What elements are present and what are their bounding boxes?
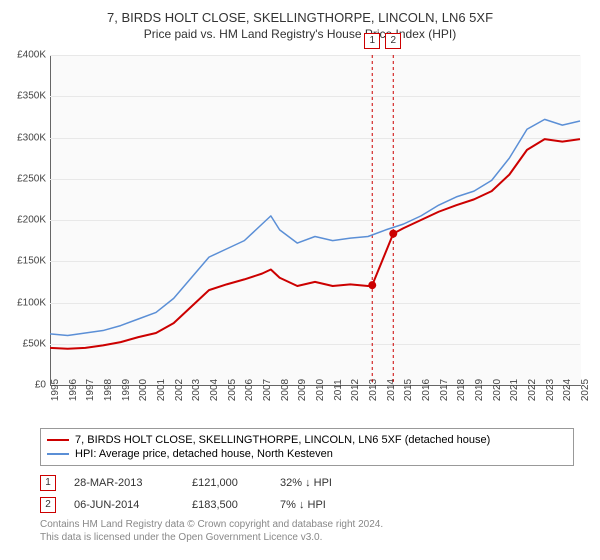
x-tick-label: 2025 xyxy=(580,379,591,401)
chart-container: 7, BIRDS HOLT CLOSE, SKELLINGTHORPE, LIN… xyxy=(0,0,600,560)
sales-pct-2: 7% ↓ HPI xyxy=(280,499,340,511)
sale-marker-number-box: 2 xyxy=(385,33,401,49)
y-tick-label: £100K xyxy=(17,297,46,308)
sales-price-1: £121,000 xyxy=(192,477,262,489)
y-tick-label: £400K xyxy=(17,50,46,61)
chart-subtitle: Price paid vs. HM Land Registry's House … xyxy=(0,27,600,41)
footer-attribution: Contains HM Land Registry data © Crown c… xyxy=(40,518,383,544)
y-tick-label: £350K xyxy=(17,91,46,102)
y-tick-label: £150K xyxy=(17,256,46,267)
title-area: 7, BIRDS HOLT CLOSE, SKELLINGTHORPE, LIN… xyxy=(0,0,600,41)
sales-price-2: £183,500 xyxy=(192,499,262,511)
sales-num-2: 2 xyxy=(40,497,56,513)
y-tick-label: £250K xyxy=(17,173,46,184)
y-tick-label: £300K xyxy=(17,132,46,143)
sale-marker-dot xyxy=(368,281,376,289)
legend-swatch-hpi xyxy=(47,453,69,455)
footer-line-2: This data is licensed under the Open Gov… xyxy=(40,531,383,544)
chart-lines-svg xyxy=(50,55,580,385)
legend-label-hpi: HPI: Average price, detached house, Nort… xyxy=(75,448,333,460)
chart-legend: 7, BIRDS HOLT CLOSE, SKELLINGTHORPE, LIN… xyxy=(40,428,574,466)
sales-row-2: 2 06-JUN-2014 £183,500 7% ↓ HPI xyxy=(40,494,340,516)
sales-pct-1: 32% ↓ HPI xyxy=(280,477,340,489)
y-tick-label: £0 xyxy=(35,380,46,391)
sales-num-1: 1 xyxy=(40,475,56,491)
legend-row-property: 7, BIRDS HOLT CLOSE, SKELLINGTHORPE, LIN… xyxy=(47,433,567,447)
chart-title-address: 7, BIRDS HOLT CLOSE, SKELLINGTHORPE, LIN… xyxy=(0,10,600,25)
sales-row-1: 1 28-MAR-2013 £121,000 32% ↓ HPI xyxy=(40,472,340,494)
sales-date-1: 28-MAR-2013 xyxy=(74,477,174,489)
sale-marker-dot xyxy=(389,230,397,238)
chart-plot-area: £0£50K£100K£150K£200K£250K£300K£350K£400… xyxy=(50,55,580,385)
legend-label-property: 7, BIRDS HOLT CLOSE, SKELLINGTHORPE, LIN… xyxy=(75,434,490,446)
sales-date-2: 06-JUN-2014 xyxy=(74,499,174,511)
legend-swatch-property xyxy=(47,439,69,441)
footer-line-1: Contains HM Land Registry data © Crown c… xyxy=(40,518,383,531)
series-line-property xyxy=(50,139,580,349)
sale-marker-number-box: 1 xyxy=(364,33,380,49)
series-line-hpi xyxy=(50,119,580,335)
y-tick-label: £50K xyxy=(23,338,46,349)
legend-row-hpi: HPI: Average price, detached house, Nort… xyxy=(47,447,567,461)
y-tick-label: £200K xyxy=(17,215,46,226)
sales-table: 1 28-MAR-2013 £121,000 32% ↓ HPI 2 06-JU… xyxy=(40,472,340,516)
